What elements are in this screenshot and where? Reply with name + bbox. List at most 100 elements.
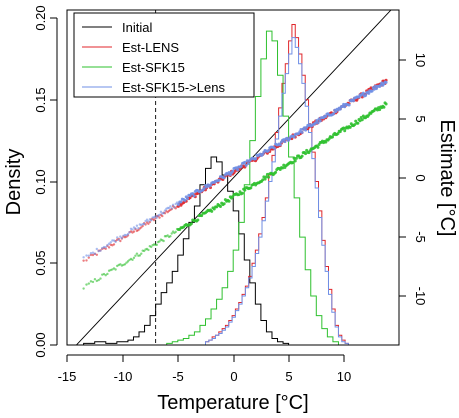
estimate-point <box>170 232 173 235</box>
y-tick-label-left: 0.15 <box>33 87 48 112</box>
estimate-point <box>155 243 158 247</box>
estimate-point <box>158 213 161 217</box>
estimate-point <box>176 203 180 207</box>
estimate-point <box>302 126 306 130</box>
estimate-point <box>140 252 143 255</box>
estimate-point <box>205 185 209 189</box>
estimate-point <box>131 228 134 231</box>
estimate-point <box>374 87 378 91</box>
x-axis: -15 -10 -5 0 5 10 Temperature [°C] <box>58 354 351 414</box>
x-tick-label: 10 <box>337 369 351 384</box>
estimate-point <box>292 135 296 139</box>
estimate-point <box>128 231 131 234</box>
estimate-point <box>87 282 91 285</box>
estimate-point <box>107 242 111 245</box>
estimate-point <box>85 283 88 286</box>
estimate-point <box>87 256 91 259</box>
x-tick-label: 0 <box>230 369 237 384</box>
estimate-point <box>114 268 117 271</box>
legend-label: Est-LENS <box>122 40 179 55</box>
estimate-point <box>334 110 338 114</box>
estimate-point <box>361 91 365 95</box>
estimate-point <box>102 245 106 249</box>
estimate-point <box>267 175 271 179</box>
estimate-point <box>97 278 100 282</box>
estimate-point <box>300 130 304 134</box>
estimate-point <box>227 170 231 174</box>
y-tick-label-left: 0.20 <box>33 5 48 30</box>
estimate-point <box>274 170 278 174</box>
x-tick-label: 5 <box>285 369 292 384</box>
estimate-point <box>370 89 374 93</box>
estimate-point <box>331 135 335 139</box>
estimate-point <box>236 168 240 172</box>
estimate-point <box>117 238 120 242</box>
estimate-point <box>218 205 222 209</box>
estimate-point <box>263 177 267 181</box>
estimate-point <box>262 175 266 179</box>
estimate-point <box>99 249 102 252</box>
plot-layer <box>75 10 392 345</box>
estimate-point <box>158 216 161 219</box>
estimate-point <box>147 222 150 226</box>
y-axis-title-right: Estimate [°C] <box>436 120 458 237</box>
estimate-point <box>378 108 382 112</box>
estimate-point <box>231 195 235 199</box>
estimate-point <box>150 219 153 222</box>
estimate-point <box>360 118 364 122</box>
estimate-point <box>107 246 111 249</box>
estimate-point <box>183 198 187 202</box>
estimate-point <box>158 240 161 243</box>
estimate-point <box>324 115 328 119</box>
estimate-point <box>222 202 226 206</box>
estimate-point <box>112 243 116 246</box>
estimate-point <box>382 105 386 109</box>
estimate-point <box>91 253 95 257</box>
estimate-point <box>135 252 139 255</box>
estimate-point <box>196 218 200 222</box>
estimate-point <box>99 277 102 280</box>
estimate-point <box>109 241 112 244</box>
estimate-point <box>175 201 179 204</box>
y-axis-title-left: Density <box>3 149 25 216</box>
estimate-point <box>147 248 150 252</box>
legend-entry: Initial <box>82 20 152 35</box>
estimate-point <box>82 256 85 259</box>
estimate-point <box>300 154 304 158</box>
estimate-point <box>89 253 93 257</box>
y-tick-label-right: 10 <box>413 53 428 67</box>
estimate-point <box>239 164 243 168</box>
x-tick-label: -10 <box>114 369 133 384</box>
estimate-point <box>126 232 130 236</box>
estimate-point <box>191 192 195 196</box>
estimate-point <box>192 194 196 198</box>
estimate-point <box>132 256 136 260</box>
estimate-point <box>336 132 340 136</box>
estimate-point <box>318 119 322 123</box>
estimate-point <box>324 140 328 144</box>
estimate-point <box>315 119 319 123</box>
estimate-point <box>364 93 368 97</box>
estimate-point <box>142 222 146 226</box>
estimate-point <box>161 214 164 218</box>
histogram-2 <box>166 30 339 345</box>
estimate-point <box>123 263 127 266</box>
estimate-point <box>135 224 139 227</box>
estimate-point <box>338 107 342 111</box>
estimate-point <box>238 167 242 171</box>
estimate-point <box>342 126 346 130</box>
estimate-point <box>89 280 93 283</box>
estimate-point <box>246 162 250 166</box>
estimate-point <box>132 230 136 233</box>
legend-entry: Est-LENS <box>82 40 179 55</box>
legend-label: Est-SFK15->Lens <box>122 80 225 95</box>
y-axis-left: 0.00 0.05 0.10 0.15 0.20 Density <box>3 5 58 358</box>
estimate-point <box>298 130 302 134</box>
estimate-point <box>162 239 165 243</box>
estimate-point <box>348 125 352 129</box>
estimate-point <box>91 251 95 254</box>
estimate-point <box>384 80 388 84</box>
x-tick-label: -15 <box>58 369 77 384</box>
estimate-point <box>293 159 297 163</box>
estimate-point <box>102 272 106 276</box>
